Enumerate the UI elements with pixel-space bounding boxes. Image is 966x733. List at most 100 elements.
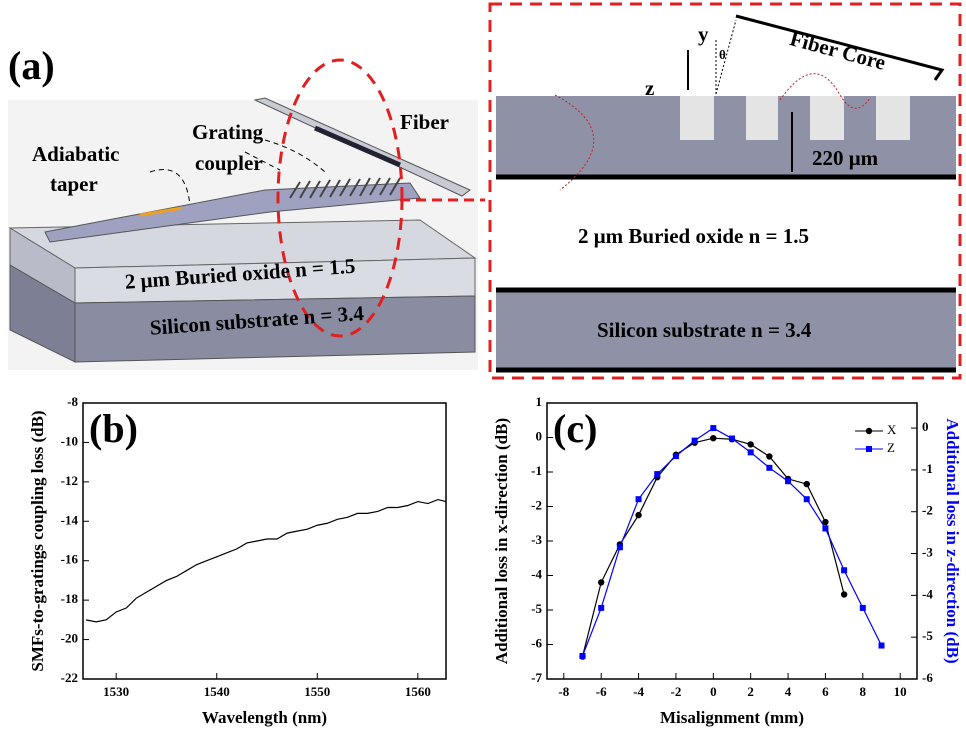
y-tick-label: -22 [61, 670, 78, 685]
y2-tick-label: -5 [922, 628, 933, 643]
marker [803, 480, 810, 488]
fiber-core [314, 125, 401, 168]
y-tick-label: -20 [61, 631, 78, 646]
marker [635, 496, 642, 503]
marker [710, 425, 717, 432]
panel-label: (c) [553, 406, 597, 451]
y-tick-label: -6 [531, 635, 542, 650]
marker [840, 591, 848, 598]
callout [149, 139, 326, 206]
marker [654, 471, 661, 478]
marker [841, 567, 848, 574]
marker [822, 518, 829, 526]
marker [803, 496, 810, 503]
x-tick-label: -8 [558, 684, 569, 699]
y-tick-label: -10 [61, 433, 78, 448]
x-tick-label: 1560 [405, 684, 431, 699]
schematic-3d: (a) Fiber Grating coupler Adiabatic tape… [8, 43, 485, 370]
label: Fiber [400, 110, 449, 134]
x-tick-label: -6 [596, 684, 607, 699]
marker [859, 604, 866, 611]
y-tick-label: -7 [531, 670, 542, 685]
y2-axis-label: Additional loss in z-direction (dB) [943, 418, 962, 663]
y2-tick-label: 0 [922, 419, 929, 434]
cross-section: y z θ Fiber Core 220 μm 2 μm Buried oxid… [488, 2, 962, 380]
panel-label: (a) [8, 43, 55, 88]
label: y [698, 22, 709, 46]
x-tick-label: 10 [894, 684, 907, 699]
y-tick-label: -8 [67, 394, 78, 409]
legend-marker [866, 446, 872, 452]
legend-marker [865, 427, 873, 435]
label: Adiabatic [32, 142, 120, 166]
sub-front [74, 295, 476, 363]
x-tick-label: 6 [822, 684, 829, 699]
marker [616, 544, 623, 551]
taper [44, 182, 421, 243]
y2-tick-label: -2 [922, 503, 933, 518]
marker [766, 453, 773, 460]
label: 2 μm Buried oxide n = 1.5 [578, 224, 809, 248]
y-tick-label: -1 [531, 463, 542, 478]
x-axis-label: Misalignment (mm) [660, 708, 804, 727]
y-tick-label: -5 [531, 601, 542, 616]
x-tick-label: 1550 [304, 684, 330, 699]
y2-tick-label: -4 [922, 586, 933, 601]
y-axis-label: SMFs-to-gratings coupling loss (dB) [28, 410, 47, 671]
data-line [581, 427, 883, 657]
marker [747, 441, 754, 448]
marker [729, 435, 735, 442]
marker [635, 511, 642, 519]
fiber-axis [715, 19, 737, 95]
legend-label: X [887, 422, 897, 437]
marker [747, 449, 754, 456]
marker [766, 464, 773, 471]
y-tick-label: -16 [61, 552, 79, 567]
plot-frame [546, 402, 918, 680]
x-tick-label: -2 [671, 684, 682, 699]
y-tick-label: 1 [536, 394, 543, 409]
marker [691, 437, 698, 444]
y-tick-label: -2 [531, 497, 542, 512]
y2-tick-label: -3 [922, 545, 933, 560]
y-tick-label: -12 [61, 473, 78, 488]
x-tick-label: -4 [633, 684, 644, 699]
y-tick-label: -3 [531, 532, 542, 547]
y2-tick-label: -6 [922, 670, 933, 685]
label: z [645, 76, 654, 100]
label: Silicon substrate n = 3.4 [597, 318, 812, 342]
mode-profile [554, 73, 871, 191]
label: θ [719, 47, 726, 62]
marker [878, 642, 885, 649]
label: 220 μm [812, 146, 879, 170]
marker [579, 653, 586, 659]
x-tick-label: 1540 [204, 684, 230, 699]
label: coupler [195, 151, 263, 175]
x-tick-label: 4 [785, 684, 792, 699]
data-line [85, 498, 447, 623]
y-tick-label: -4 [531, 566, 542, 581]
x-tick-label: 2 [747, 684, 754, 699]
marker [822, 525, 829, 532]
label: taper [50, 172, 98, 196]
y-tick-label: -18 [61, 591, 79, 606]
marker [785, 478, 792, 485]
arrow [139, 206, 183, 217]
x-axis-label: Wavelength (nm) [202, 708, 327, 727]
panel-label: (b) [89, 406, 138, 451]
grooves [680, 96, 910, 140]
y-tick-label: -14 [61, 512, 79, 527]
highlight [276, 58, 404, 338]
grating-lines [289, 177, 401, 199]
marker [672, 453, 679, 460]
marker [598, 604, 605, 611]
y2-tick-label: -1 [922, 461, 933, 476]
fiber-core [735, 14, 945, 81]
marker [710, 434, 717, 442]
x-tick-label: 8 [860, 684, 867, 699]
plot-frame [82, 402, 447, 680]
y-tick-label: 0 [536, 428, 543, 443]
x-tick-label: 1530 [103, 684, 129, 699]
legend-label: Z [887, 440, 895, 455]
